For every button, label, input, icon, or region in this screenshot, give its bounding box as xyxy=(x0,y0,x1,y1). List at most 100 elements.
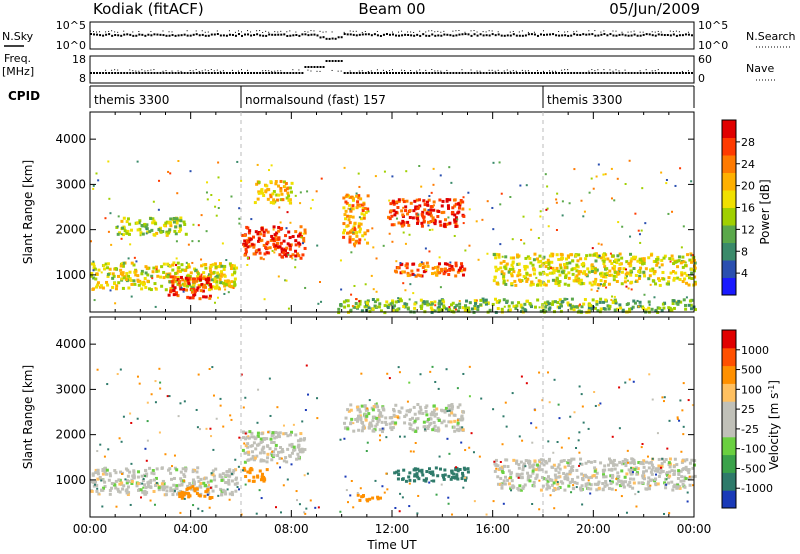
range-cell xyxy=(464,306,468,310)
nsearch-point xyxy=(491,30,493,32)
range-cell xyxy=(601,488,605,492)
range-cell xyxy=(518,435,521,438)
range-cell xyxy=(208,275,212,279)
range-cell xyxy=(356,203,360,207)
range-cell xyxy=(357,222,361,226)
range-cell xyxy=(667,276,671,280)
range-cell xyxy=(354,241,358,245)
range-cell xyxy=(498,299,502,303)
nsky-point xyxy=(684,33,687,36)
range-cell xyxy=(391,175,394,178)
freq-point xyxy=(150,72,153,74)
range-cell xyxy=(558,298,562,302)
range-cell xyxy=(555,277,559,281)
range-cell xyxy=(531,441,534,444)
range-cell xyxy=(516,254,520,258)
range-cell xyxy=(611,473,615,477)
range-cell xyxy=(252,441,256,445)
nsky-point xyxy=(561,34,564,37)
range-cell xyxy=(564,473,568,477)
range-cell xyxy=(630,468,634,472)
range-cell xyxy=(135,260,138,263)
range-cell xyxy=(461,273,465,277)
range-cell xyxy=(558,486,562,490)
nsky-point xyxy=(633,33,636,36)
range-cell xyxy=(119,268,123,272)
range-cell xyxy=(631,471,634,474)
range-cell xyxy=(612,274,616,278)
range-cell xyxy=(199,485,203,489)
range-cell xyxy=(299,225,303,229)
range-cell xyxy=(439,223,443,227)
range-cell xyxy=(145,459,148,462)
range-cell xyxy=(337,307,341,311)
range-cell xyxy=(690,267,694,271)
range-cell xyxy=(465,299,469,303)
range-cell xyxy=(364,418,368,422)
range-cell xyxy=(606,304,610,308)
freq-point xyxy=(633,72,636,74)
range-cell xyxy=(243,253,247,257)
range-cell xyxy=(377,305,381,309)
range-cell xyxy=(152,489,156,493)
range-cell xyxy=(250,444,254,448)
range-cell xyxy=(632,462,636,466)
nsky-point xyxy=(398,34,401,37)
range-cell xyxy=(580,199,583,202)
nsky-point xyxy=(666,33,669,36)
range-cell xyxy=(352,231,355,234)
nsky-point xyxy=(606,34,609,37)
nave-point xyxy=(591,69,593,71)
freq-point xyxy=(404,72,407,74)
range-cell xyxy=(495,300,499,304)
range-cell xyxy=(257,239,261,243)
range-cell xyxy=(208,496,212,500)
range-cell xyxy=(414,441,417,444)
range-cell xyxy=(492,228,495,231)
range-cell xyxy=(611,295,614,298)
range-cell xyxy=(517,271,521,275)
range-cell xyxy=(454,274,458,278)
range-cell xyxy=(212,279,216,283)
freq-point xyxy=(319,66,322,68)
range-cell xyxy=(364,416,368,420)
freq-point xyxy=(144,72,147,74)
range-cell xyxy=(246,256,249,259)
range-cell xyxy=(346,299,350,303)
range-cell xyxy=(351,207,355,211)
nsky-point xyxy=(120,34,123,37)
range-cell xyxy=(466,467,470,471)
nsky-point xyxy=(247,33,250,36)
freq-point xyxy=(512,72,515,74)
range-cell xyxy=(633,468,637,472)
range-cell xyxy=(261,446,265,450)
range-cell xyxy=(523,276,527,280)
freq-point xyxy=(289,72,292,74)
range-cell xyxy=(544,305,548,309)
nsearch-point xyxy=(114,31,116,33)
nave-point xyxy=(494,70,496,72)
range-cell xyxy=(272,239,276,243)
range-cell xyxy=(518,269,522,273)
range-cell xyxy=(391,308,395,312)
range-cell xyxy=(275,238,279,242)
range-cell xyxy=(598,254,601,257)
freq-point xyxy=(642,72,645,74)
nave-point xyxy=(479,70,481,72)
range-cell xyxy=(561,481,565,485)
range-cell xyxy=(400,224,404,228)
range-cell xyxy=(154,222,158,226)
range-cell xyxy=(547,459,551,463)
freq-point xyxy=(207,72,210,74)
range-cell xyxy=(556,192,559,195)
nsky-point xyxy=(343,33,346,36)
range-cell xyxy=(265,184,269,188)
range-cell xyxy=(510,263,514,267)
range-cell xyxy=(277,225,281,229)
range-cell xyxy=(298,448,302,452)
range-cell xyxy=(193,290,197,294)
range-cell xyxy=(221,488,225,492)
range-cell xyxy=(204,295,208,299)
range-cell xyxy=(376,497,380,501)
range-cell xyxy=(417,494,420,497)
